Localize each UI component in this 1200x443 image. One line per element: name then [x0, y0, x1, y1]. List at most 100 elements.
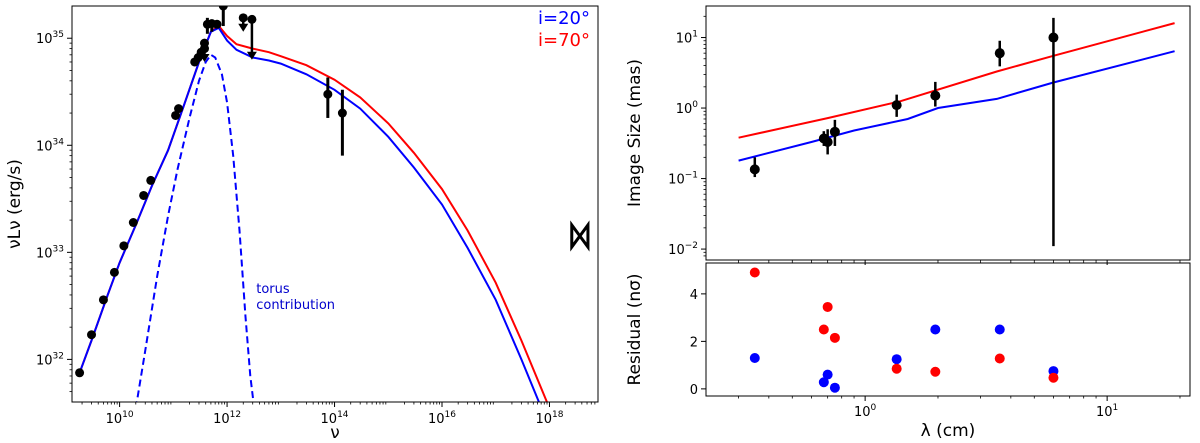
residual-point — [930, 324, 941, 335]
x-axis-label: ν — [330, 423, 340, 443]
y-tick-label-base: 10 — [668, 243, 685, 258]
x-axis-label: λ (cm) — [921, 421, 976, 441]
y-tick-label: 1034 — [36, 137, 64, 154]
data-point — [994, 48, 1005, 59]
residual-axes-frame — [705, 262, 1191, 397]
y-tick-label-exponent: −2 — [685, 241, 698, 251]
data-point — [146, 175, 156, 185]
residual-point — [829, 382, 840, 393]
data-point — [323, 89, 333, 99]
x-tick-label-base: 10 — [213, 412, 230, 427]
y-tick-label-exponent: 0 — [692, 100, 698, 110]
residual-point — [818, 324, 829, 335]
upper-limit-arrow — [199, 53, 210, 62]
residual-point — [930, 366, 941, 377]
xray-bowtie — [570, 220, 590, 252]
y-tick-label-base: 10 — [676, 102, 693, 117]
upper-limit-arrow — [246, 51, 257, 60]
data-point — [119, 241, 129, 251]
data-point — [749, 164, 760, 175]
data-point — [98, 295, 108, 305]
y-axis-label: Residual (nσ) — [625, 273, 645, 385]
torus-annotation: contribution — [256, 298, 335, 313]
data-point — [218, 6, 228, 11]
y-tick-label-exponent: −1 — [685, 171, 698, 181]
y-tick-label: 10−1 — [668, 171, 698, 188]
y-tick-label-base: 10 — [36, 246, 53, 261]
sed-plot-area — [75, 6, 549, 402]
torus-annotation: torus — [256, 282, 290, 297]
y-tick-label-base: 10 — [668, 173, 685, 188]
size-plot-area — [738, 17, 1175, 247]
size-model-line — [738, 22, 1175, 139]
x-tick-label: 1016 — [428, 410, 456, 427]
y-tick-label: 0 — [690, 383, 698, 398]
y-tick-label-exponent: 33 — [53, 244, 64, 254]
x-tick-label: 1018 — [535, 410, 563, 427]
torus-contribution-curve — [135, 53, 255, 402]
x-tick-label-exponent: 1 — [1113, 403, 1119, 413]
y-tick-label-exponent: 34 — [53, 137, 65, 147]
y-tick-label: 1033 — [36, 244, 64, 261]
x-tick-label-base: 10 — [535, 412, 552, 427]
x-tick-label-exponent: 16 — [445, 410, 457, 420]
y-tick-label-base: 10 — [36, 139, 53, 154]
data-point — [891, 100, 902, 111]
x-tick-label-base: 10 — [428, 412, 445, 427]
data-point — [829, 126, 840, 137]
y-tick-label: 100 — [676, 100, 699, 117]
data-point — [109, 267, 119, 277]
data-point — [1048, 32, 1059, 43]
y-tick-label: 2 — [690, 335, 698, 350]
y-tick-label-base: 10 — [36, 32, 53, 47]
size-model-line — [738, 50, 1175, 162]
data-point — [87, 330, 97, 340]
data-point — [75, 368, 85, 378]
x-tick-label-base: 10 — [106, 412, 123, 427]
sed-model-line — [78, 24, 549, 402]
x-tick-label: 100 — [854, 403, 877, 420]
x-tick-label-exponent: 14 — [337, 410, 349, 420]
y-tick-label-base: 10 — [36, 353, 53, 368]
residual-point — [749, 353, 760, 363]
x-tick-label: 1012 — [213, 410, 241, 427]
y-tick-label: 10−2 — [668, 241, 698, 258]
x-tick-label-exponent: 18 — [552, 410, 564, 420]
x-tick-label-exponent: 0 — [871, 403, 877, 413]
y-axis-label: Image Size (mas) — [625, 59, 645, 207]
y-tick-label-exponent: 32 — [53, 351, 64, 361]
x-tick-label-base: 10 — [854, 405, 871, 420]
y-tick-label-exponent: 1 — [692, 30, 698, 40]
x-tick-label-base: 10 — [321, 412, 338, 427]
y-tick-label: 101 — [676, 30, 698, 47]
sed-model-line — [78, 26, 541, 402]
residual-point — [822, 301, 833, 312]
data-point — [128, 217, 138, 227]
x-tick-label: 101 — [1096, 403, 1118, 420]
data-point — [337, 108, 347, 118]
legend-entry: i=20° — [538, 8, 590, 29]
y-tick-label-exponent: 35 — [53, 30, 64, 40]
x-tick-label-exponent: 10 — [122, 410, 134, 420]
y-axis-label: νLν (erg/s) — [5, 159, 25, 249]
residual-point — [749, 267, 760, 278]
legend-entry: i=70° — [538, 30, 590, 51]
data-point — [930, 90, 941, 101]
data-point — [139, 190, 149, 200]
data-point — [212, 19, 222, 29]
residual-point — [891, 354, 902, 365]
upper-limit-arrow — [238, 23, 249, 32]
y-tick-label: 1035 — [36, 30, 64, 47]
x-tick-label: 1010 — [106, 410, 134, 427]
residual-point — [829, 332, 840, 343]
y-tick-label: 4 — [690, 288, 698, 303]
y-tick-label: 1032 — [36, 351, 64, 368]
sed-panel: 1010 1012 1014 1016 10181032103310341035ννLν… — [5, 5, 599, 443]
residual-point — [891, 363, 902, 374]
data-point — [174, 104, 184, 114]
residual-point — [994, 324, 1005, 335]
residual-point — [1048, 372, 1059, 383]
